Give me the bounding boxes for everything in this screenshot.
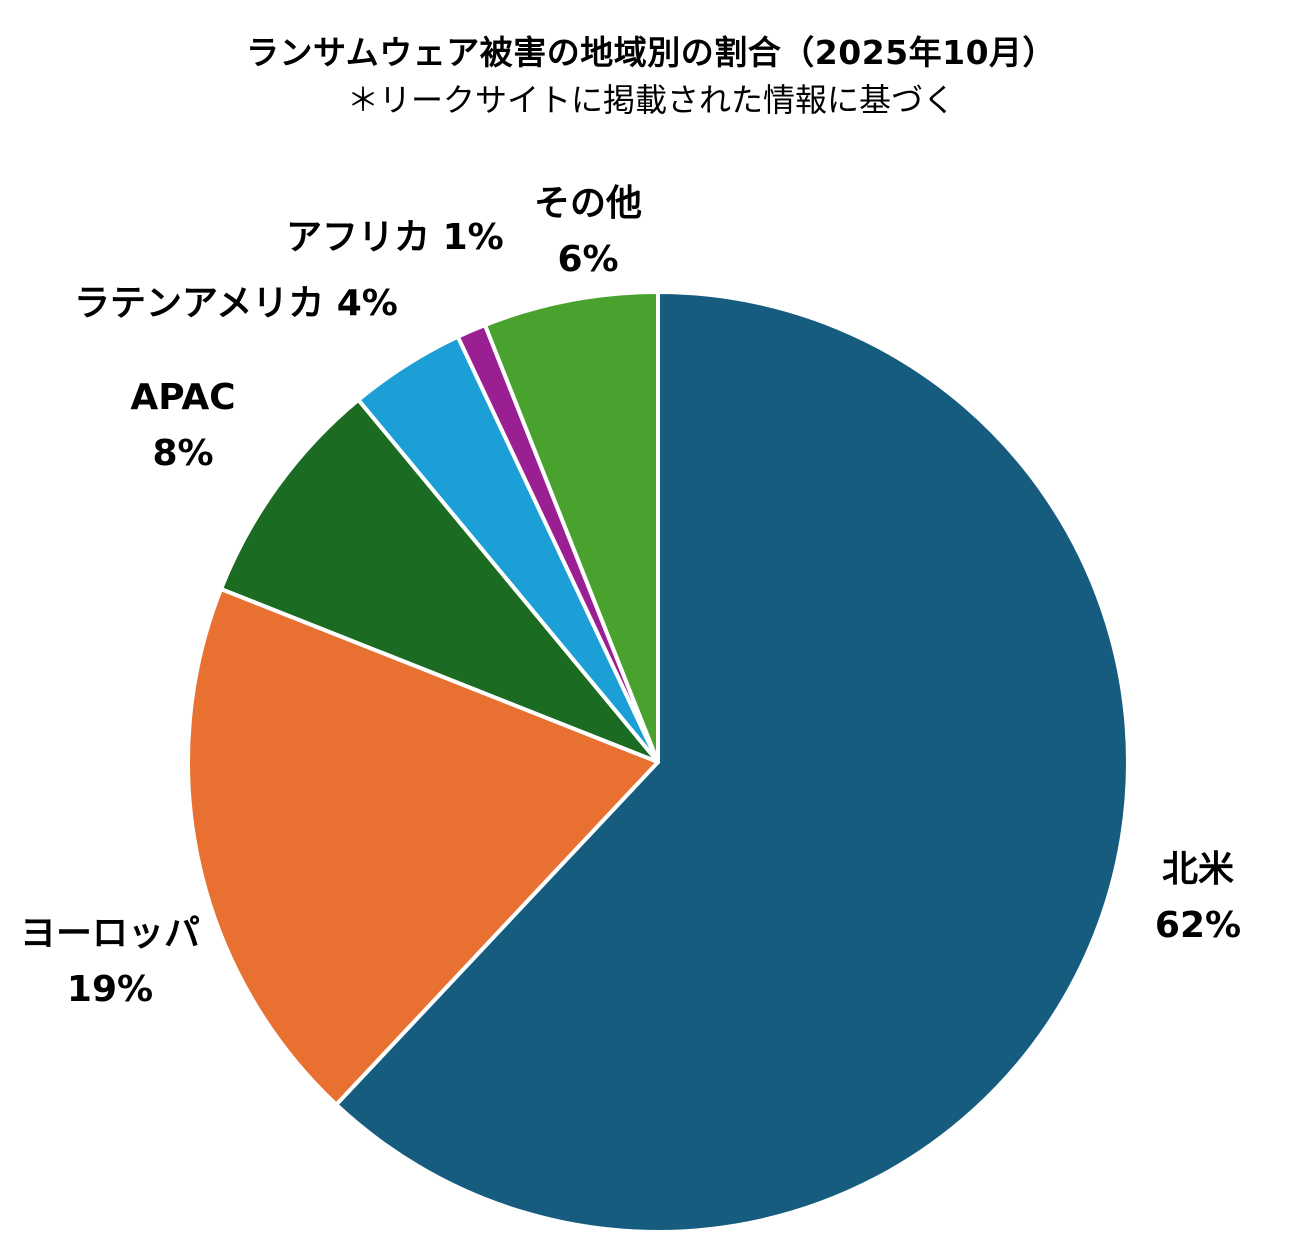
slice-value: 4% — [336, 283, 398, 324]
slice-value: 19% — [66, 969, 154, 1010]
slice-value: 8% — [152, 433, 214, 474]
slice-value: 1% — [442, 217, 504, 258]
pie-slice-5 — [482, 290, 660, 764]
slice-label-africa: アフリカ 1% — [286, 210, 504, 266]
slice-name: アフリカ — [286, 217, 431, 258]
slice-label-latin-america: ラテンアメリカ 4% — [74, 276, 398, 332]
slice-value: 62% — [1154, 905, 1242, 946]
slice-label-other: その他 6% — [518, 176, 658, 288]
chart-subtitle: ＊リークサイトに掲載された情報に基づく — [346, 81, 955, 119]
slice-label-apac: APAC 8% — [108, 370, 258, 482]
slice-name: 北米 — [1161, 849, 1234, 890]
slice-name: その他 — [533, 183, 642, 224]
slice-name: APAC — [130, 377, 236, 418]
slice-name: ヨーロッパ — [19, 913, 200, 954]
pie-slice-0 — [334, 290, 1130, 1234]
slice-label-europe: ヨーロッパ 19% — [10, 906, 210, 1018]
chart-title: ランサムウェア被害の地域別の割合（2025年10月） — [245, 33, 1057, 72]
slice-value: 6% — [557, 239, 619, 280]
slice-name: ラテンアメリカ — [74, 283, 325, 324]
chart-header: ランサムウェア被害の地域別の割合（2025年10月） ＊リークサイトに掲載された… — [0, 30, 1302, 122]
slice-label-north-america: 北米 62% — [1138, 842, 1258, 954]
pie-slice-1 — [186, 586, 660, 1107]
pie-slice-2 — [219, 397, 660, 764]
